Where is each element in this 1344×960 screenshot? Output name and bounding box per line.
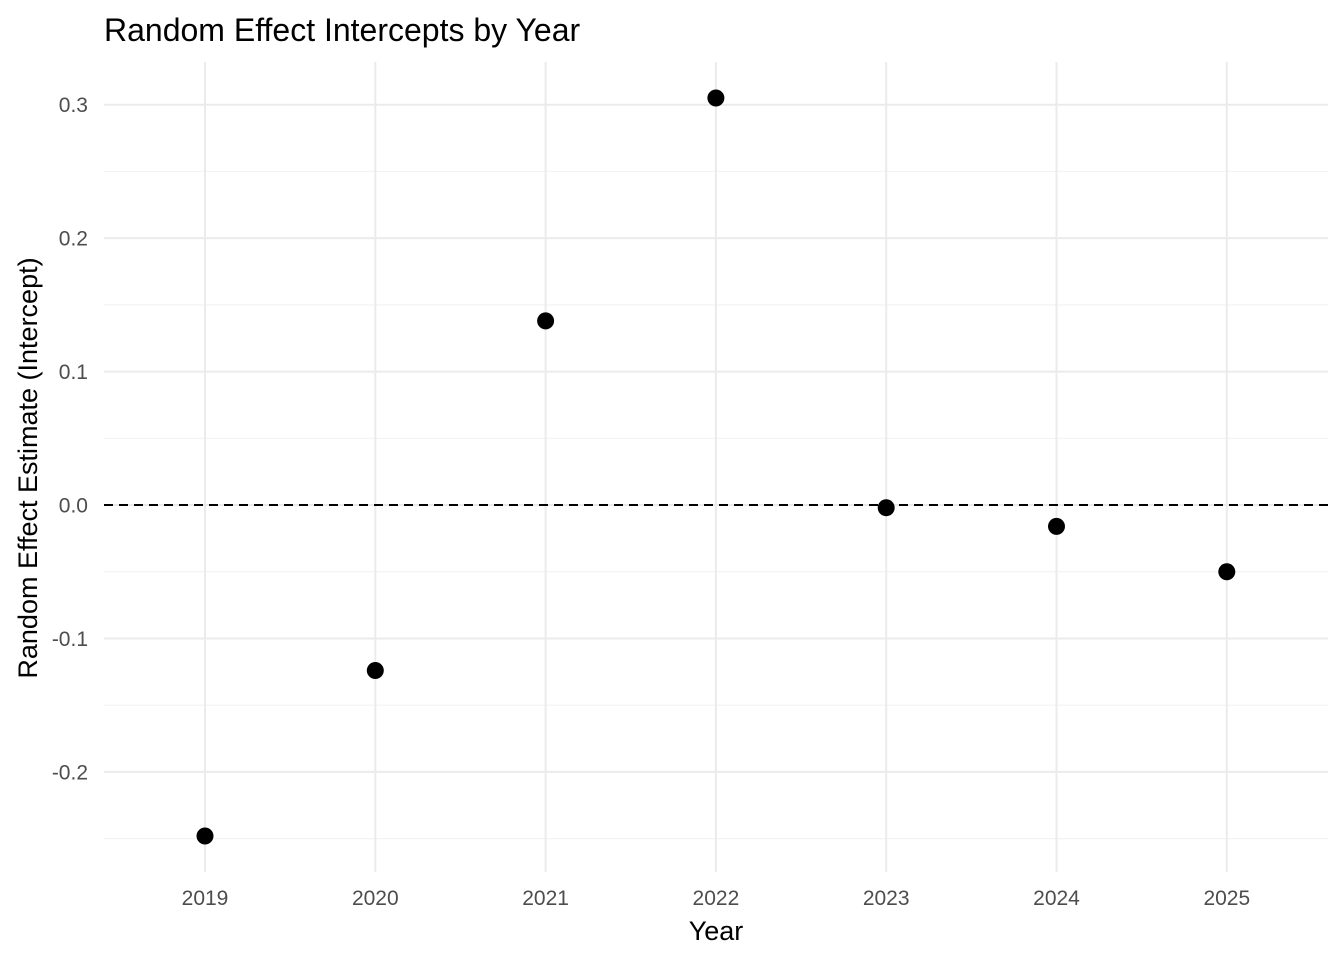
y-tick-label: 0.1 bbox=[59, 361, 88, 384]
y-tick-label: -0.2 bbox=[52, 761, 88, 784]
x-axis-tick-labels: 2019 2020 2021 2022 2023 2024 2025 bbox=[182, 887, 1251, 910]
grid bbox=[104, 62, 1328, 872]
y-axis-title: Random Effect Estimate (Intercept) bbox=[13, 257, 43, 678]
data-point bbox=[707, 89, 725, 107]
y-tick-label: 0.0 bbox=[59, 495, 88, 518]
y-tick-label: -0.1 bbox=[52, 628, 88, 651]
x-tick-label: 2019 bbox=[182, 887, 229, 910]
x-tick-label: 2021 bbox=[522, 887, 569, 910]
y-tick-label: 0.2 bbox=[59, 228, 88, 251]
chart-title: Random Effect Intercepts by Year bbox=[104, 12, 580, 48]
data-point bbox=[366, 662, 384, 680]
x-tick-label: 2020 bbox=[352, 887, 399, 910]
data-points bbox=[196, 89, 1236, 845]
x-axis-title: Year bbox=[689, 916, 744, 946]
data-point bbox=[1218, 563, 1236, 581]
data-point bbox=[196, 827, 214, 845]
x-tick-label: 2025 bbox=[1203, 887, 1250, 910]
x-tick-label: 2023 bbox=[863, 887, 910, 910]
data-point bbox=[537, 312, 555, 330]
x-tick-label: 2022 bbox=[693, 887, 740, 910]
data-point bbox=[877, 499, 895, 517]
y-axis-tick-labels: -0.2 -0.1 0.0 0.1 0.2 0.3 bbox=[52, 94, 88, 784]
y-tick-label: 0.3 bbox=[59, 94, 88, 117]
x-tick-label: 2024 bbox=[1033, 887, 1080, 910]
data-point bbox=[1048, 517, 1065, 535]
